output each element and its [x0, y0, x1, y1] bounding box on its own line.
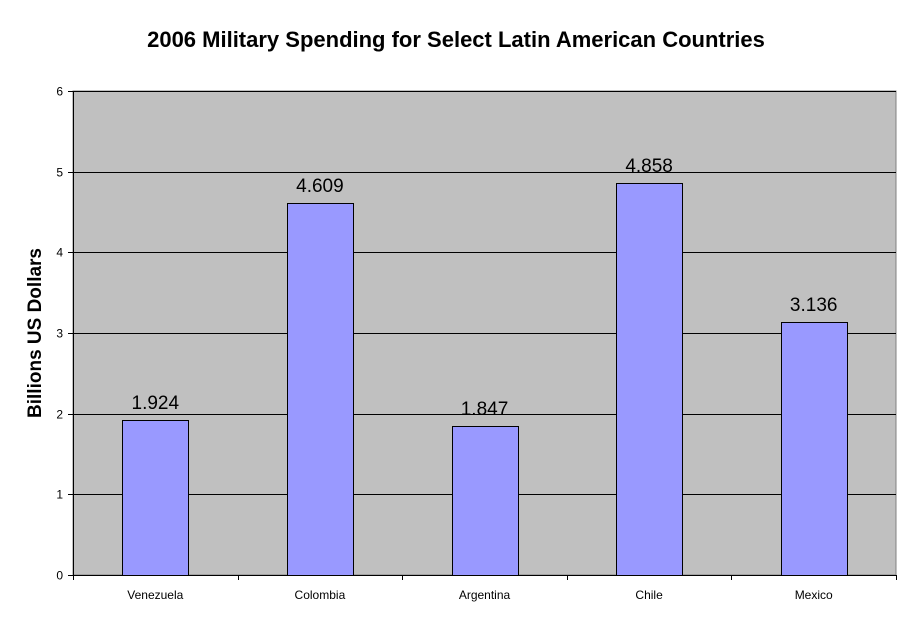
- y-tick-label: 1: [56, 488, 63, 502]
- x-tick-label: Colombia: [295, 588, 346, 602]
- bar-colombia: [287, 203, 354, 576]
- y-tick-label: 2: [56, 408, 63, 422]
- data-label-venezuela: 1.924: [132, 393, 180, 414]
- data-label-argentina: 1.847: [461, 399, 509, 420]
- y-tick-label: 4: [56, 246, 63, 260]
- data-label-colombia: 4.609: [296, 176, 344, 197]
- y-tick-label: 3: [56, 327, 63, 341]
- y-tick-label: 0: [56, 569, 63, 583]
- x-axis: Venezuela Colombia Argentina Chile Mexico: [73, 575, 897, 602]
- y-axis-title: Billions US Dollars: [25, 248, 46, 418]
- bar-chile: [616, 183, 683, 576]
- data-labels: 1.924 4.609 1.847 4.858 3.136: [132, 156, 838, 420]
- y-tick-label: 5: [56, 166, 63, 180]
- x-tick-label: Chile: [635, 588, 663, 602]
- bar-mexico: [781, 322, 848, 576]
- data-label-chile: 4.858: [625, 156, 673, 177]
- y-axis: 0 1 2 3 4 5 6: [56, 85, 74, 583]
- bar-venezuela: [122, 420, 189, 576]
- data-label-mexico: 3.136: [790, 295, 838, 316]
- gridlines: [73, 91, 896, 495]
- y-tick-label: 6: [56, 85, 63, 99]
- x-tick-label: Mexico: [795, 588, 833, 602]
- bars: [122, 183, 848, 576]
- chart-title: 2006 Military Spending for Select Latin …: [147, 27, 765, 52]
- x-tick-label: Venezuela: [127, 588, 183, 602]
- bar-argentina: [452, 426, 519, 576]
- x-tick-label: Argentina: [459, 588, 511, 602]
